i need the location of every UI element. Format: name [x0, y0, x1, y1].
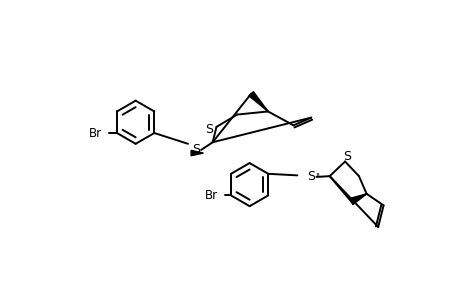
Polygon shape: [248, 92, 268, 112]
Text: S: S: [307, 170, 314, 183]
Text: S: S: [342, 150, 350, 164]
Text: S: S: [204, 123, 213, 136]
Text: '': '': [314, 172, 319, 182]
Text: Br: Br: [88, 127, 101, 140]
Polygon shape: [190, 150, 203, 156]
Polygon shape: [349, 194, 366, 205]
Text: Br: Br: [204, 189, 218, 202]
Text: S: S: [191, 143, 199, 157]
